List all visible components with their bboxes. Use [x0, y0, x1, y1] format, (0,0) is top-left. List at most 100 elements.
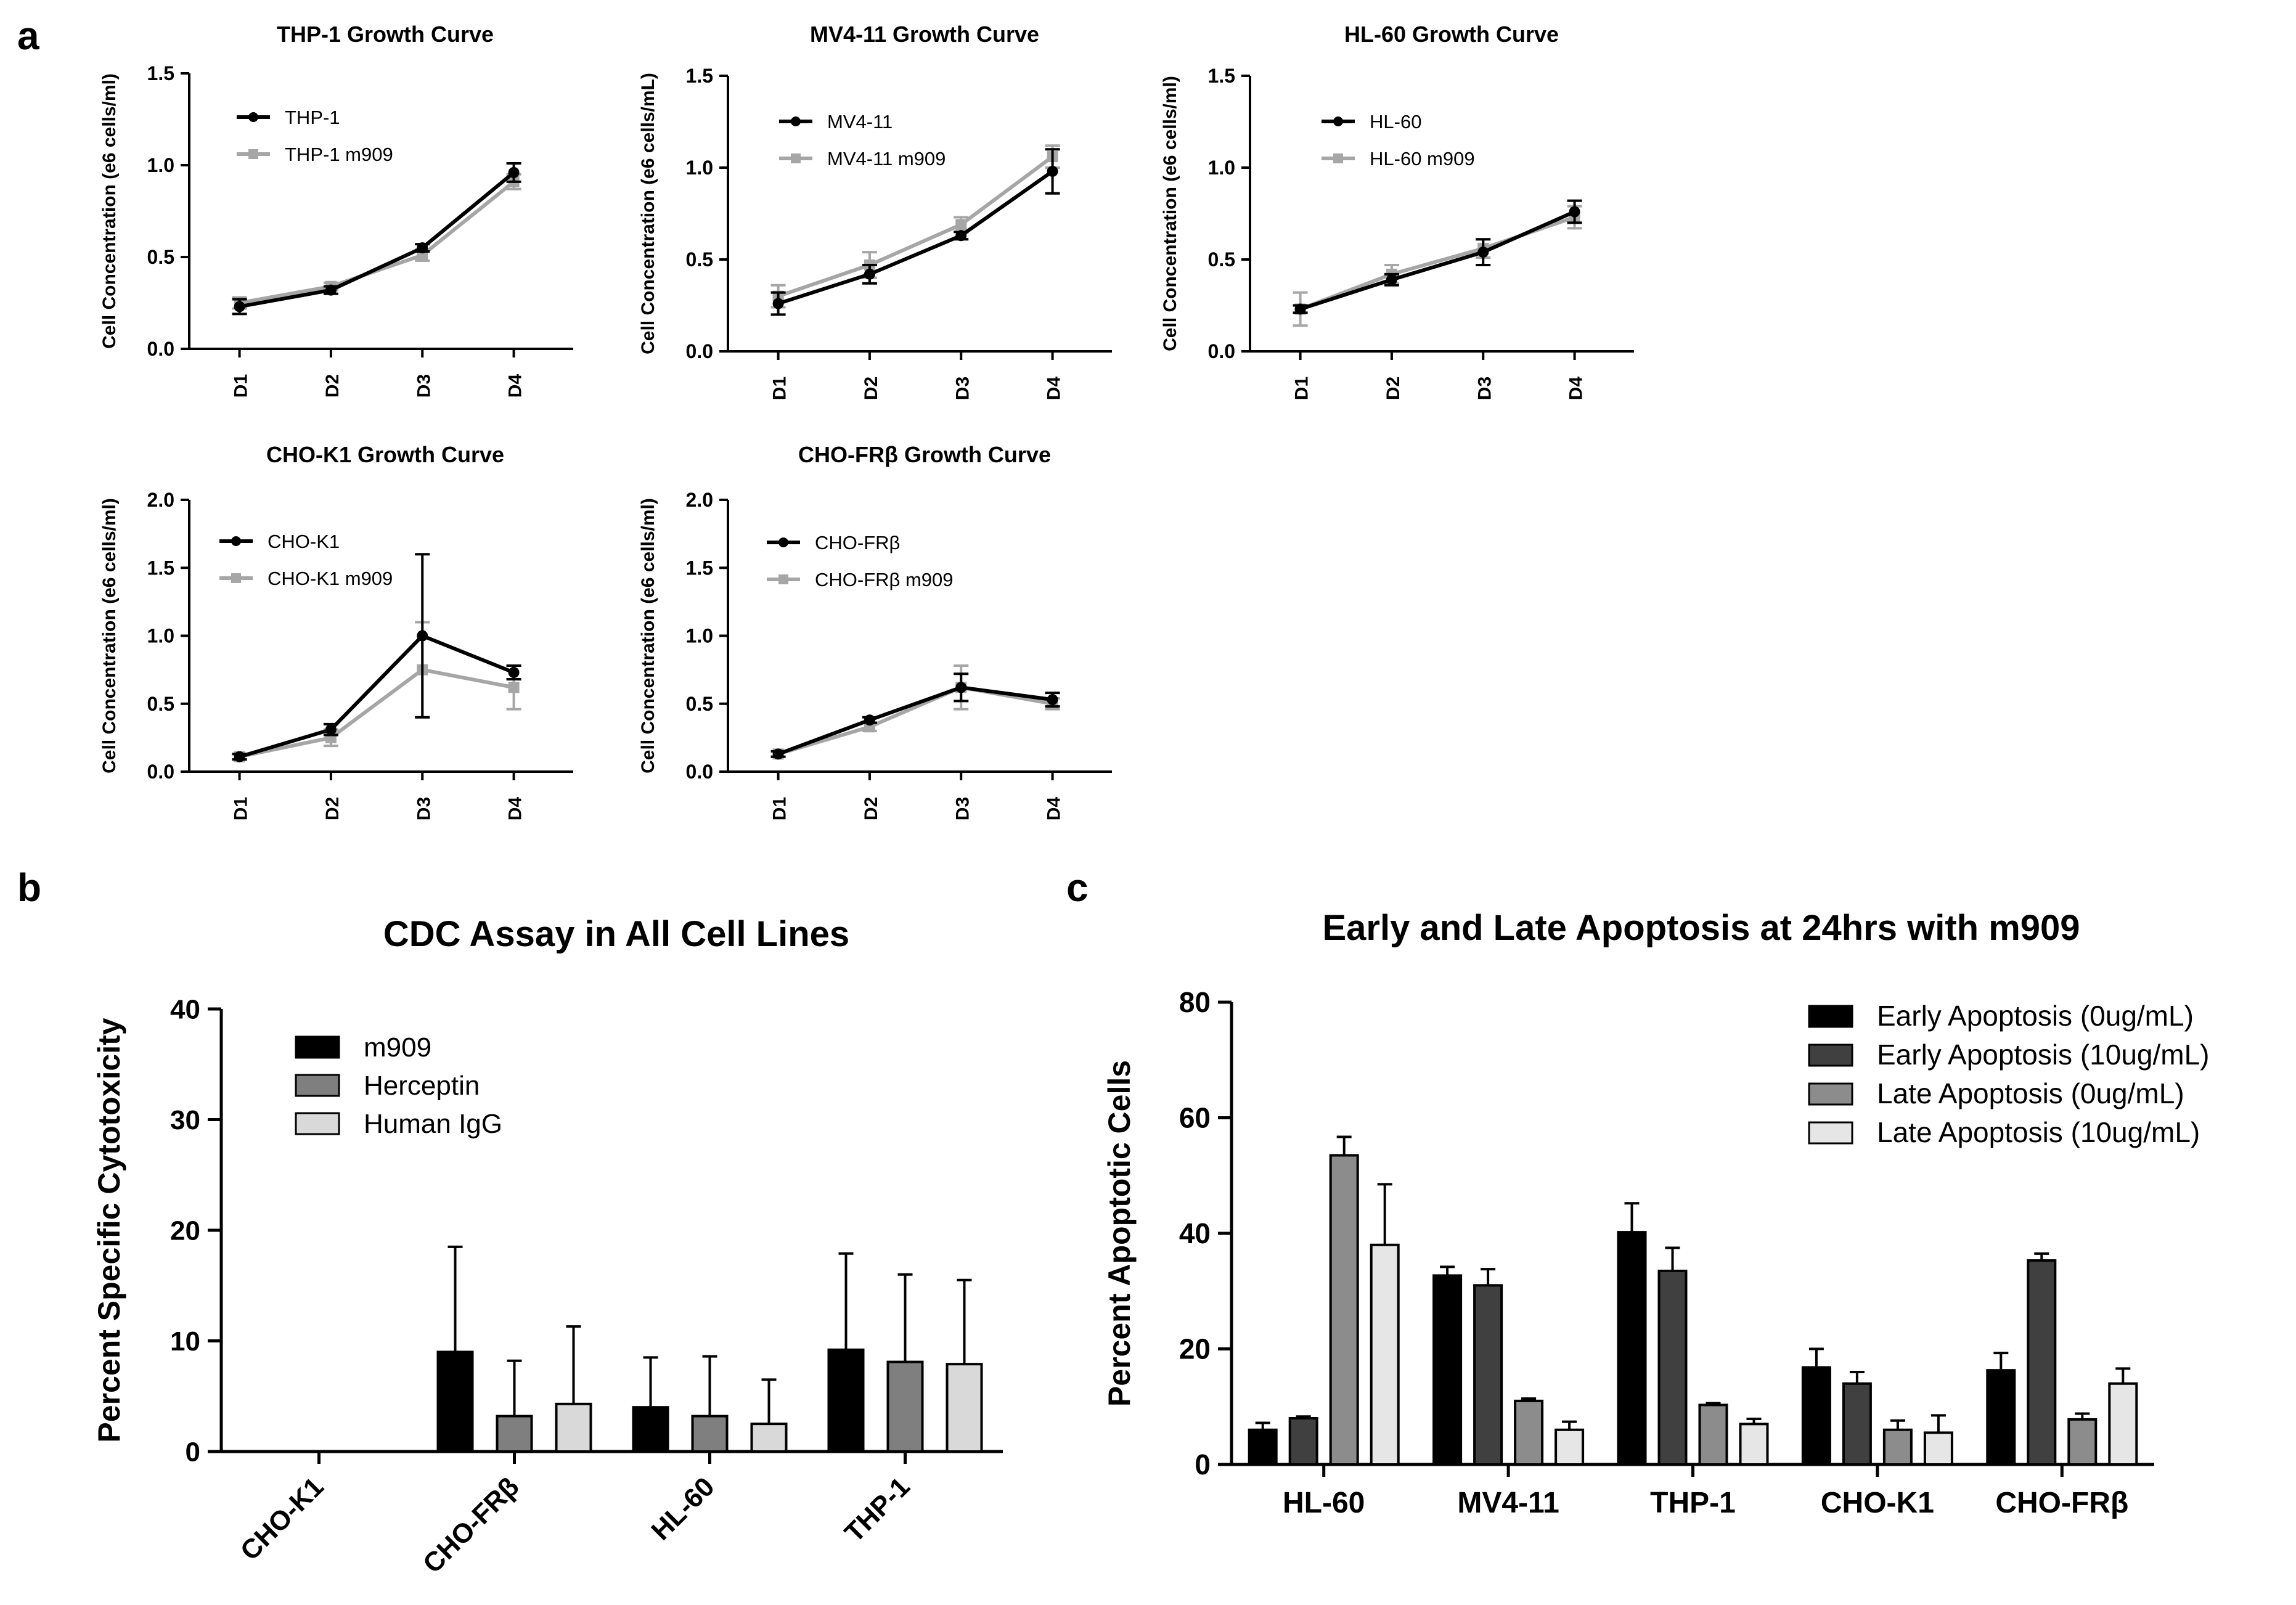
data-point — [1569, 206, 1580, 218]
data-point — [417, 630, 428, 642]
y-tick-label: 1.5 — [686, 557, 713, 579]
bar — [436, 1350, 474, 1453]
series-line — [777, 685, 1053, 756]
chart-title: CHO-K1 Growth Curve — [266, 442, 504, 467]
data-point — [864, 714, 875, 726]
y-tick-label: 80 — [1179, 986, 1211, 1018]
legend-swatch — [1808, 1121, 1853, 1145]
legend-marker — [791, 153, 801, 163]
series-control — [770, 148, 1060, 316]
bar — [632, 1406, 669, 1453]
legend-marker — [231, 573, 241, 583]
x-tick-label: D3 — [414, 374, 434, 398]
y-tick-label: 0.0 — [686, 761, 713, 783]
legend-label: THP-1 m909 — [285, 144, 393, 165]
series-line — [1299, 210, 1575, 311]
legend-label: HL-60 — [1370, 111, 1421, 133]
bar — [555, 1402, 592, 1453]
y-tick-label: 0.0 — [1208, 340, 1235, 362]
legend-label: CHO-FRβ m909 — [815, 569, 954, 590]
y-tick-label: 0 — [186, 1437, 200, 1467]
data-point — [508, 166, 520, 178]
y-tick-label: 0.0 — [686, 340, 713, 362]
data-point — [864, 268, 875, 280]
bar — [1248, 1428, 1278, 1466]
chart-title: Early and Late Apoptosis at 24hrs with m… — [1322, 908, 2080, 948]
bar — [496, 1415, 533, 1453]
chart-title: CHO-FRβ Growth Curve — [798, 442, 1051, 467]
bar — [1842, 1382, 1872, 1466]
legend-swatch — [295, 1074, 340, 1097]
bar — [1882, 1428, 1913, 1466]
bar — [946, 1363, 983, 1453]
bar — [750, 1423, 788, 1453]
x-tick-label: D4 — [1566, 377, 1587, 401]
x-tick-label: D1 — [770, 797, 790, 820]
x-tick-label: D3 — [952, 797, 973, 820]
chart-5: CDC Assay in All Cell Lines 0 10 20 30 40 Perc… — [92, 914, 1003, 1579]
legend-label: Early Apoptosis (10ug/mL) — [1877, 1039, 2210, 1071]
bar — [1514, 1399, 1544, 1466]
legend-label: m909 — [364, 1032, 431, 1063]
legend-marker — [231, 536, 241, 546]
y-tick-label: 40 — [170, 994, 200, 1024]
panel-label-c: c — [1066, 865, 1089, 910]
y-axis-label: Cell Concentration (e6 cells/ml) — [638, 498, 658, 774]
data-point — [1477, 247, 1489, 258]
x-tick-label: D4 — [1044, 797, 1064, 821]
data-point — [325, 724, 337, 735]
data-point — [508, 682, 520, 693]
x-tick-label: D4 — [505, 374, 526, 398]
legend-marker — [791, 116, 801, 126]
legend-swatch — [295, 1112, 340, 1135]
bar — [1923, 1431, 1953, 1466]
series-line — [239, 171, 515, 309]
bar — [1473, 1284, 1503, 1466]
x-tick-label: THP-1 — [839, 1471, 916, 1548]
data-point — [1047, 694, 1058, 706]
y-tick-label: 1.5 — [147, 557, 174, 579]
legend-label: HL-60 m909 — [1370, 148, 1475, 169]
chart-3: CHO-K1 Growth Curve 0.0 0.5 1.0 1.5 2.0 Cell C… — [99, 442, 573, 820]
y-tick-label: 1.0 — [147, 154, 174, 176]
series-line — [239, 180, 515, 305]
data-point — [772, 748, 784, 760]
y-tick-label: 10 — [170, 1326, 200, 1357]
data-point — [955, 230, 967, 242]
x-tick-label: D2 — [322, 797, 343, 820]
series-control — [1293, 199, 1582, 315]
data-point — [234, 301, 245, 312]
legend-label: MV4-11 m909 — [827, 148, 946, 169]
series-line — [777, 685, 1053, 756]
y-axis-label: Cell Concentration (e6 cells/ml) — [99, 498, 120, 774]
chart-title: CDC Assay in All Cell Lines — [383, 914, 849, 954]
data-point — [325, 284, 337, 296]
bar — [2108, 1382, 2138, 1466]
y-tick-label: 2.0 — [147, 489, 174, 511]
y-tick-label: 30 — [170, 1105, 200, 1135]
x-tick-label: D2 — [322, 374, 343, 398]
bar — [1617, 1231, 1647, 1466]
y-tick-label: 1.0 — [686, 625, 713, 647]
y-tick-label: 0.5 — [147, 693, 174, 715]
legend-marker — [248, 149, 258, 159]
bar — [886, 1360, 924, 1453]
bar — [2067, 1418, 2098, 1466]
x-tick-label: D1 — [1292, 377, 1312, 400]
bar — [1432, 1274, 1463, 1466]
y-tick-label: 40 — [1179, 1217, 1211, 1249]
chart-0: THP-1 Growth Curve 0.0 0.5 1.0 1.5 Cell Conce… — [99, 22, 573, 398]
data-point — [234, 751, 245, 762]
legend-label: Herceptin — [364, 1071, 480, 1101]
data-point — [955, 219, 967, 231]
y-tick-label: 0.5 — [1208, 248, 1235, 271]
legend-marker — [778, 537, 788, 547]
data-point — [1386, 274, 1397, 285]
y-tick-label: 60 — [1179, 1102, 1211, 1134]
bar — [1657, 1269, 1688, 1466]
y-axis-label: Cell Concentration (e6 cells/ml) — [1160, 76, 1180, 351]
chart-title: MV4-11 Growth Curve — [810, 22, 1039, 47]
legend-marker — [1333, 116, 1343, 126]
chart-title: THP-1 Growth Curve — [277, 22, 494, 47]
